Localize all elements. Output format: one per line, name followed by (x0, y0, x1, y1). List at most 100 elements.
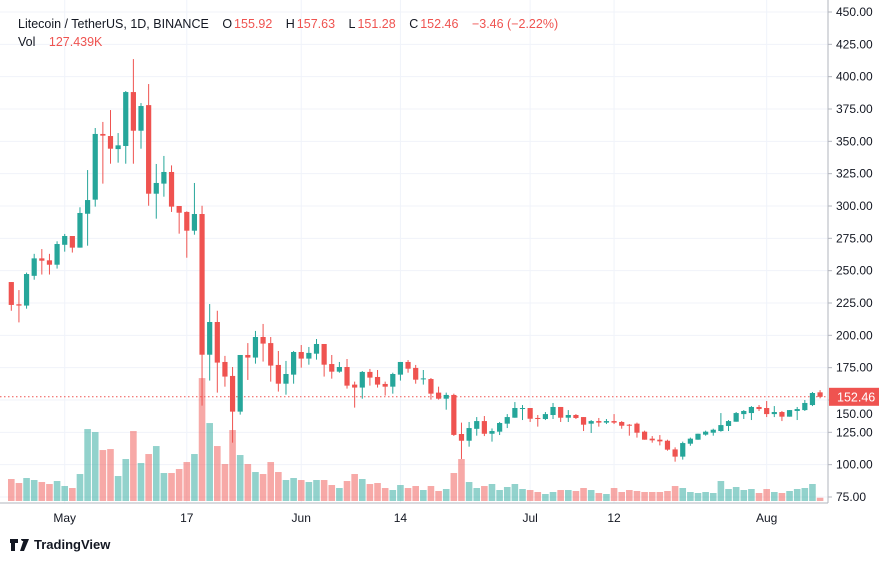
candle-body[interactable] (344, 367, 350, 386)
tradingview-logo[interactable]: TradingView (10, 537, 110, 552)
candle-body[interactable] (435, 392, 442, 399)
candle-body[interactable] (802, 402, 808, 411)
candle-body[interactable] (39, 258, 45, 261)
candle-body[interactable] (641, 431, 648, 440)
candle-body[interactable] (611, 421, 617, 423)
candle-body[interactable] (62, 235, 68, 245)
candle-body[interactable] (413, 367, 419, 380)
candle-body[interactable] (748, 406, 755, 414)
candle-body[interactable] (695, 433, 701, 440)
candle-body[interactable] (298, 352, 304, 359)
candle-body[interactable] (161, 171, 167, 184)
candle-body[interactable] (168, 171, 175, 207)
candle-body[interactable] (222, 361, 228, 377)
candle-body[interactable] (565, 414, 571, 418)
candle-body[interactable] (382, 383, 388, 387)
candle-body[interactable] (359, 371, 365, 388)
candle-body[interactable] (54, 244, 60, 265)
candle-body[interactable] (123, 92, 129, 146)
candle-body[interactable] (535, 417, 541, 420)
candle-body[interactable] (130, 92, 136, 131)
candle-body[interactable] (649, 438, 655, 441)
candle-body[interactable] (390, 373, 396, 387)
candle-body[interactable] (405, 361, 411, 369)
candle-body[interactable] (504, 417, 510, 424)
candle-body[interactable] (527, 408, 533, 419)
candle-body[interactable] (420, 378, 426, 380)
candle-body[interactable] (672, 449, 678, 457)
candle-body[interactable] (558, 406, 564, 418)
candle-body[interactable] (542, 414, 548, 420)
candle-body[interactable] (489, 431, 495, 434)
candle-body[interactable] (146, 105, 152, 194)
candle-body[interactable] (428, 379, 434, 394)
candle-body[interactable] (809, 393, 816, 406)
candle-body[interactable] (245, 354, 251, 358)
candle-body[interactable] (214, 322, 220, 363)
candle-body[interactable] (764, 408, 770, 415)
candle-body[interactable] (92, 133, 98, 200)
candle-body[interactable] (85, 200, 91, 214)
candle-body[interactable] (313, 343, 320, 354)
candle-body[interactable] (626, 424, 632, 426)
candle-body[interactable] (588, 421, 594, 424)
candle-body[interactable] (573, 414, 579, 418)
candle-body[interactable] (100, 133, 106, 136)
candle-body[interactable] (352, 384, 358, 388)
candle-body[interactable] (336, 367, 342, 372)
candle-body[interactable] (199, 214, 205, 355)
candle-body[interactable] (703, 431, 709, 435)
candle-body[interactable] (321, 343, 327, 365)
candle-body[interactable] (580, 417, 587, 425)
candle-body[interactable] (458, 434, 465, 441)
candle-body[interactable] (176, 205, 182, 213)
candle-body[interactable] (664, 440, 671, 450)
candle-body[interactable] (710, 429, 716, 433)
candle-body[interactable] (77, 212, 83, 248)
candle-body[interactable] (252, 337, 259, 358)
candle-body[interactable] (481, 421, 487, 434)
candle-body[interactable] (153, 182, 159, 194)
candle-body[interactable] (519, 408, 526, 410)
candle-body[interactable] (733, 413, 739, 422)
candle-body[interactable] (779, 412, 785, 417)
candle-body[interactable] (374, 376, 381, 385)
candle-body[interactable] (718, 425, 724, 432)
candle-body[interactable] (8, 282, 14, 305)
candle-body[interactable] (23, 274, 30, 306)
candle-body[interactable] (115, 145, 121, 150)
candle-body[interactable] (191, 214, 198, 231)
candle-body[interactable] (786, 410, 793, 417)
candle-body[interactable] (184, 211, 190, 231)
candle-body[interactable] (474, 421, 480, 429)
candle-body[interactable] (46, 260, 53, 265)
candle-body[interactable] (207, 322, 213, 355)
candle-body[interactable] (603, 421, 610, 423)
candle-body[interactable] (741, 410, 747, 415)
candle-body[interactable] (657, 439, 663, 442)
candle-body[interactable] (817, 392, 823, 397)
candle-body[interactable] (771, 412, 777, 415)
candle-body[interactable] (596, 421, 602, 423)
candle-body[interactable] (550, 406, 556, 415)
candle-body[interactable] (451, 394, 457, 435)
candle-body[interactable] (680, 443, 686, 457)
candle-body[interactable] (756, 406, 762, 410)
candle-body[interactable] (138, 106, 144, 131)
candle-body[interactable] (291, 352, 297, 375)
candle-body[interactable] (107, 136, 114, 149)
candle-body[interactable] (367, 371, 373, 378)
candle-body[interactable] (794, 409, 800, 411)
candle-body[interactable] (512, 408, 518, 418)
candle-body[interactable] (306, 352, 312, 359)
candle-body[interactable] (283, 373, 289, 384)
candle-body[interactable] (497, 423, 503, 432)
candle-body[interactable] (229, 375, 236, 412)
candle-body[interactable] (268, 343, 274, 366)
candle-body[interactable] (69, 235, 75, 248)
candle-body[interactable] (260, 337, 266, 344)
candle-body[interactable] (16, 304, 22, 306)
candle-body[interactable] (397, 361, 404, 375)
candle-body[interactable] (237, 354, 243, 412)
